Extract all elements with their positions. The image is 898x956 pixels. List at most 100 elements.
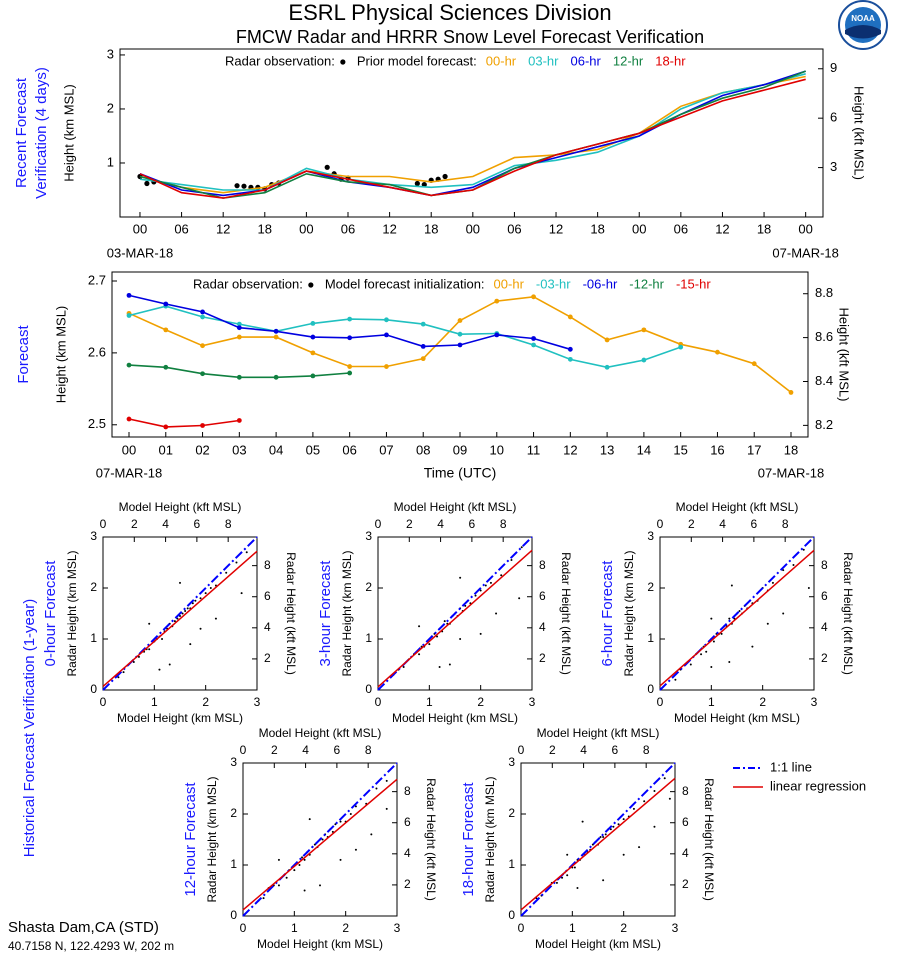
series-line (128, 294, 571, 351)
y2-tick-label: 2 (682, 877, 689, 891)
x-tick-label: 17 (747, 442, 761, 457)
x-tick-label: 06 (342, 442, 356, 457)
y-tick-label: 1 (230, 857, 237, 871)
scatter-point (285, 876, 288, 879)
data-point (604, 337, 610, 343)
scatter-point (602, 879, 605, 882)
x2-tick-label: 2 (131, 517, 138, 531)
scatter-point (303, 889, 306, 892)
x-tick-label: 03 (232, 442, 246, 457)
y2-tick-label: 2 (264, 651, 271, 665)
legend-label: 18-hr (655, 53, 686, 68)
scatter-point (766, 622, 769, 625)
scatter-point (612, 825, 615, 828)
scatter-point (301, 856, 304, 859)
y-tick-label: 3 (365, 529, 372, 543)
scatter-point (277, 884, 280, 887)
scatter-point (581, 820, 584, 823)
x-tick-label: 14 (637, 442, 651, 457)
x-tick-label: 18 (424, 221, 438, 236)
scatter-point (334, 823, 337, 826)
x-tick-label: 00 (299, 221, 313, 236)
x-tick-label: 01 (159, 442, 173, 457)
data-point (234, 183, 240, 189)
scatter-point (428, 643, 431, 646)
x-tick-label: 12 (216, 221, 230, 236)
section-label: Recent Forecast (13, 77, 30, 188)
data-point (442, 173, 448, 180)
series-line (139, 70, 806, 197)
scatter-point (782, 569, 785, 572)
y-tick-label: 2.5 (88, 416, 106, 431)
x-tick-label: 3 (811, 695, 818, 709)
data-point (715, 349, 720, 355)
x-tick-label: 18 (258, 221, 272, 236)
x2-tick-label: 0 (375, 517, 382, 531)
plot-frame (242, 762, 398, 917)
scatter-point (520, 546, 523, 549)
y2-axis-title: Radar Height (kft MSL) (559, 552, 573, 675)
panel-title: 3-hour Forecast (317, 560, 334, 667)
data-point (641, 327, 647, 333)
y-tick-label: 2 (647, 580, 654, 594)
data-point (384, 317, 389, 323)
scatter-point (705, 650, 708, 653)
y2-axis-title: Radar Height (kft MSL) (424, 778, 438, 901)
scatter-point (566, 853, 569, 856)
scatter-point (354, 848, 357, 851)
scatter-point (663, 777, 666, 780)
scatter-point (728, 617, 731, 620)
plot-frame (659, 536, 815, 691)
y-tick-label: 0 (365, 682, 372, 696)
scatter-point (122, 671, 125, 674)
x-tick-label: 18 (757, 221, 771, 236)
scatter-point (176, 617, 179, 620)
y2-tick-label: 8 (821, 558, 828, 572)
data-point (200, 343, 205, 349)
x2-tick-label: 8 (225, 517, 232, 531)
x2-tick-label: 6 (612, 743, 619, 757)
data-point (200, 423, 205, 428)
x-tick-label: 1 (291, 921, 298, 935)
scatter-point (293, 869, 296, 872)
y2-tick-label: 6 (539, 589, 546, 603)
data-point (414, 180, 420, 187)
legend-label: 03-hr (528, 53, 559, 68)
x-tick-label: 18 (590, 221, 604, 236)
scatter-point (792, 564, 795, 567)
section-label: Historical Forecast Verification (1-year… (21, 599, 38, 857)
scatter-point (604, 833, 607, 836)
scatter-point (459, 576, 462, 579)
scatter-point (484, 584, 487, 587)
x-tick-label: 15 (673, 442, 687, 457)
scatter-point (617, 823, 620, 826)
scatter-point (459, 638, 462, 640)
y2-tick-label: 4 (821, 620, 828, 634)
legend-label: Radar observation: (193, 276, 303, 291)
scatter-point (402, 666, 405, 669)
y-axis-title: Radar Height (km MSL) (205, 776, 219, 902)
x2-axis-title: Model Height (kft MSL) (119, 500, 242, 514)
y-axis-title: Height (km MSL) (53, 306, 68, 404)
data-point (324, 164, 330, 170)
scatter-point (738, 609, 741, 612)
y2-axis-title: Height (kft MSL) (852, 86, 867, 180)
y2-tick-label: 9 (830, 60, 837, 75)
scatter-point (354, 805, 357, 808)
scatter-point (638, 846, 641, 849)
x-tick-label: 3 (254, 695, 261, 709)
data-point (384, 332, 389, 338)
scatter-point (339, 858, 342, 861)
y-tick-label: 1 (365, 631, 372, 645)
x-tick-label: 1 (151, 695, 158, 709)
site-location: 40.7158 N, 122.4293 W, 202 m (8, 939, 174, 953)
data-point (751, 361, 757, 367)
x2-tick-label: 2 (406, 517, 413, 531)
scatter-point (158, 668, 161, 671)
scatter-point (303, 858, 306, 861)
x-tick-label: 1 (426, 695, 433, 709)
y-tick-label: 3 (230, 755, 237, 769)
scatter-point (370, 833, 373, 836)
x-tick-label: 13 (600, 442, 614, 457)
data-point (126, 362, 132, 368)
